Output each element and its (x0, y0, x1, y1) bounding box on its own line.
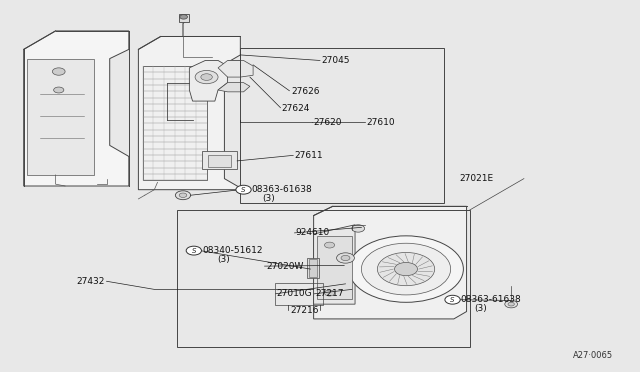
Text: S: S (451, 297, 455, 303)
Polygon shape (138, 36, 241, 190)
Text: 08363-61638: 08363-61638 (460, 295, 521, 304)
Polygon shape (314, 206, 467, 319)
Bar (179, 14, 189, 22)
Bar (241, 48, 444, 203)
Text: 27620: 27620 (314, 118, 342, 127)
Text: 27216: 27216 (290, 306, 319, 315)
Text: 27020W: 27020W (266, 262, 304, 270)
Text: (3): (3) (474, 304, 487, 313)
Circle shape (236, 185, 251, 194)
Polygon shape (24, 31, 129, 186)
Text: (3): (3) (262, 194, 275, 203)
Circle shape (508, 302, 515, 306)
Circle shape (52, 68, 65, 75)
Polygon shape (27, 59, 94, 175)
Circle shape (179, 193, 187, 198)
Bar (209, 155, 231, 167)
Polygon shape (189, 61, 228, 101)
Polygon shape (314, 225, 355, 304)
Bar (307, 258, 319, 278)
Circle shape (505, 301, 518, 308)
Text: 08363-61638: 08363-61638 (251, 185, 312, 194)
Bar (177, 210, 470, 347)
Text: 08340-51612: 08340-51612 (202, 246, 262, 255)
Bar (317, 236, 352, 299)
Circle shape (445, 295, 460, 304)
Circle shape (324, 242, 335, 248)
Bar (202, 151, 237, 169)
Polygon shape (218, 61, 253, 77)
Text: 27045: 27045 (321, 56, 350, 65)
Circle shape (378, 253, 435, 286)
Bar (275, 283, 323, 305)
Circle shape (341, 256, 350, 260)
Text: 27021E: 27021E (459, 174, 493, 183)
Circle shape (201, 74, 212, 80)
Text: S: S (241, 187, 246, 193)
Circle shape (394, 262, 417, 276)
Text: 924610: 924610 (296, 228, 330, 237)
Text: 27010G: 27010G (276, 289, 312, 298)
Text: S: S (191, 248, 196, 254)
Bar (143, 66, 207, 180)
Polygon shape (218, 83, 250, 92)
Bar (308, 260, 317, 277)
Text: 27217: 27217 (316, 289, 344, 298)
Text: 27610: 27610 (366, 118, 394, 127)
Circle shape (54, 87, 64, 93)
Circle shape (180, 15, 188, 19)
Circle shape (186, 246, 202, 255)
Circle shape (362, 243, 451, 295)
Text: (3): (3) (217, 254, 230, 264)
Circle shape (175, 191, 191, 200)
Text: 27432: 27432 (77, 277, 105, 286)
Circle shape (349, 236, 463, 302)
Circle shape (195, 70, 218, 84)
Circle shape (337, 253, 355, 263)
Text: 27624: 27624 (282, 104, 310, 113)
Text: 27626: 27626 (291, 87, 320, 96)
Circle shape (324, 290, 335, 296)
Text: 27611: 27611 (294, 151, 323, 160)
Circle shape (352, 225, 365, 232)
Text: A27·0065: A27·0065 (573, 350, 613, 359)
